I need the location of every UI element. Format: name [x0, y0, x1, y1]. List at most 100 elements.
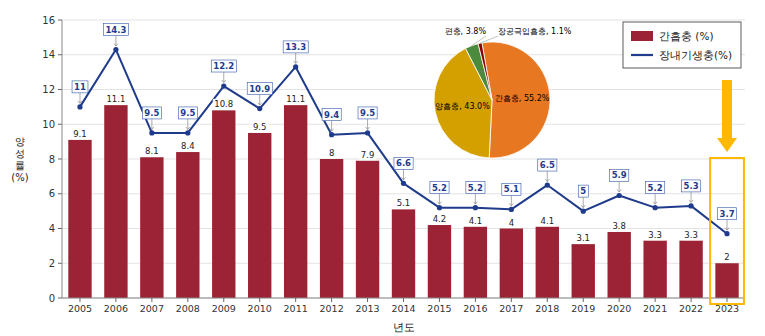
y-tick	[58, 193, 62, 194]
x-tick	[583, 298, 584, 302]
x-tick-label: 2014	[391, 303, 415, 314]
bar-value-label: 8.4	[181, 141, 195, 151]
label-pointer-head	[294, 61, 298, 64]
line	[80, 50, 727, 234]
x-tick	[223, 298, 224, 302]
x-tick	[619, 298, 620, 302]
grid-line	[62, 193, 745, 194]
label-pointer	[223, 72, 224, 83]
label-pointer	[295, 53, 296, 64]
y-axis-title: 양성률(%)	[11, 136, 28, 183]
y-tick	[58, 54, 62, 55]
pie-label: 장공극입흡충, 1.1%	[498, 27, 572, 36]
pie-slice	[466, 44, 492, 100]
line-value-label: 10.9	[249, 84, 270, 94]
pie-label: 간흡충, 55.2%	[495, 94, 550, 103]
bar-label-box	[359, 149, 376, 160]
x-axis: 2005200620072008200920102011201220132014…	[68, 298, 739, 314]
bar	[392, 209, 415, 298]
bar-value-label: 4.1	[541, 216, 555, 226]
line-value-label: 3.7	[719, 209, 734, 219]
bar-value-label: 8.1	[145, 146, 159, 156]
bar-value-label: 11.1	[106, 94, 125, 104]
line-label-box	[538, 159, 557, 171]
bar	[715, 263, 738, 298]
x-tick	[439, 298, 440, 302]
bar	[104, 105, 127, 298]
grid-line	[62, 89, 745, 90]
bar-label-box	[539, 215, 556, 226]
bar-label-box	[723, 252, 731, 263]
label-pointer	[583, 197, 584, 208]
y-tick-label: 10	[42, 119, 55, 130]
line-label-box	[283, 41, 308, 53]
x-tick	[295, 298, 296, 302]
bar	[536, 227, 559, 298]
label-pointer-head	[330, 129, 334, 132]
label-pointer-head	[581, 205, 585, 208]
grid-line	[62, 124, 745, 125]
x-tick-label: 2009	[212, 303, 236, 314]
x-tick-label: 2020	[607, 303, 631, 314]
x-tick-label: 2013	[355, 303, 379, 314]
x-tick	[367, 298, 368, 302]
legend-label: 장내기생충(%)	[659, 49, 732, 61]
bar	[248, 133, 271, 298]
label-pointer-head	[617, 189, 621, 192]
line-value-label: 12.2	[213, 61, 234, 71]
bar-label-box	[575, 233, 592, 244]
legend: 간흡충 (%)장내기생충(%)	[623, 22, 741, 68]
bar-label-box	[72, 128, 89, 139]
bar-label-box	[507, 217, 515, 228]
label-pointer-head	[366, 127, 370, 130]
label-pointer	[115, 36, 116, 47]
label-pointer	[547, 171, 548, 182]
x-tick-label: 2017	[499, 303, 523, 314]
bar-value-label: 4.1	[469, 216, 483, 226]
line-marker	[293, 64, 298, 69]
y-tick-label: 8	[49, 154, 55, 165]
pie-leader	[472, 36, 486, 46]
label-pointer	[187, 119, 188, 130]
line-label-box	[211, 60, 236, 72]
y-tick	[58, 20, 62, 21]
bar-value-label: 10.8	[214, 99, 233, 109]
x-tick	[259, 298, 260, 302]
line-label-box	[430, 182, 449, 194]
label-pointer	[79, 93, 80, 104]
line-value-label: 6.5	[540, 160, 555, 170]
x-tick-label: 2006	[104, 303, 128, 314]
bar-label-box	[647, 229, 664, 240]
line-value-label: 14.3	[105, 25, 126, 35]
line-value-label: 9.5	[144, 108, 159, 118]
y-tick	[58, 298, 62, 299]
line-label-box	[72, 81, 88, 93]
y-tick	[58, 228, 62, 229]
y-tick	[58, 263, 62, 264]
bar	[140, 157, 163, 298]
bar-label-box	[467, 215, 484, 226]
line-value-label: 5	[580, 186, 586, 196]
y-tick-label: 6	[49, 188, 55, 199]
bar	[608, 232, 631, 298]
x-tick-label: 2008	[176, 303, 200, 314]
bar-value-label: 2	[724, 252, 729, 262]
line-marker	[185, 130, 190, 135]
plot-marks	[68, 47, 738, 298]
line-marker	[365, 130, 370, 135]
x-tick	[547, 298, 548, 302]
bar	[428, 225, 451, 298]
x-tick-label: 2021	[643, 303, 667, 314]
line-marker	[724, 231, 729, 236]
line-label-box	[717, 208, 736, 220]
bar-value-label: 3.1	[576, 233, 590, 243]
y-axis-line	[62, 20, 63, 298]
bar-label-box	[395, 198, 412, 209]
bar	[356, 161, 379, 298]
bar	[679, 241, 702, 298]
line-marker	[473, 205, 478, 210]
line-marker	[257, 106, 262, 111]
label-pointer-head	[222, 80, 226, 83]
x-tick-label: 2012	[320, 303, 344, 314]
bar-value-label: 4	[509, 218, 514, 228]
